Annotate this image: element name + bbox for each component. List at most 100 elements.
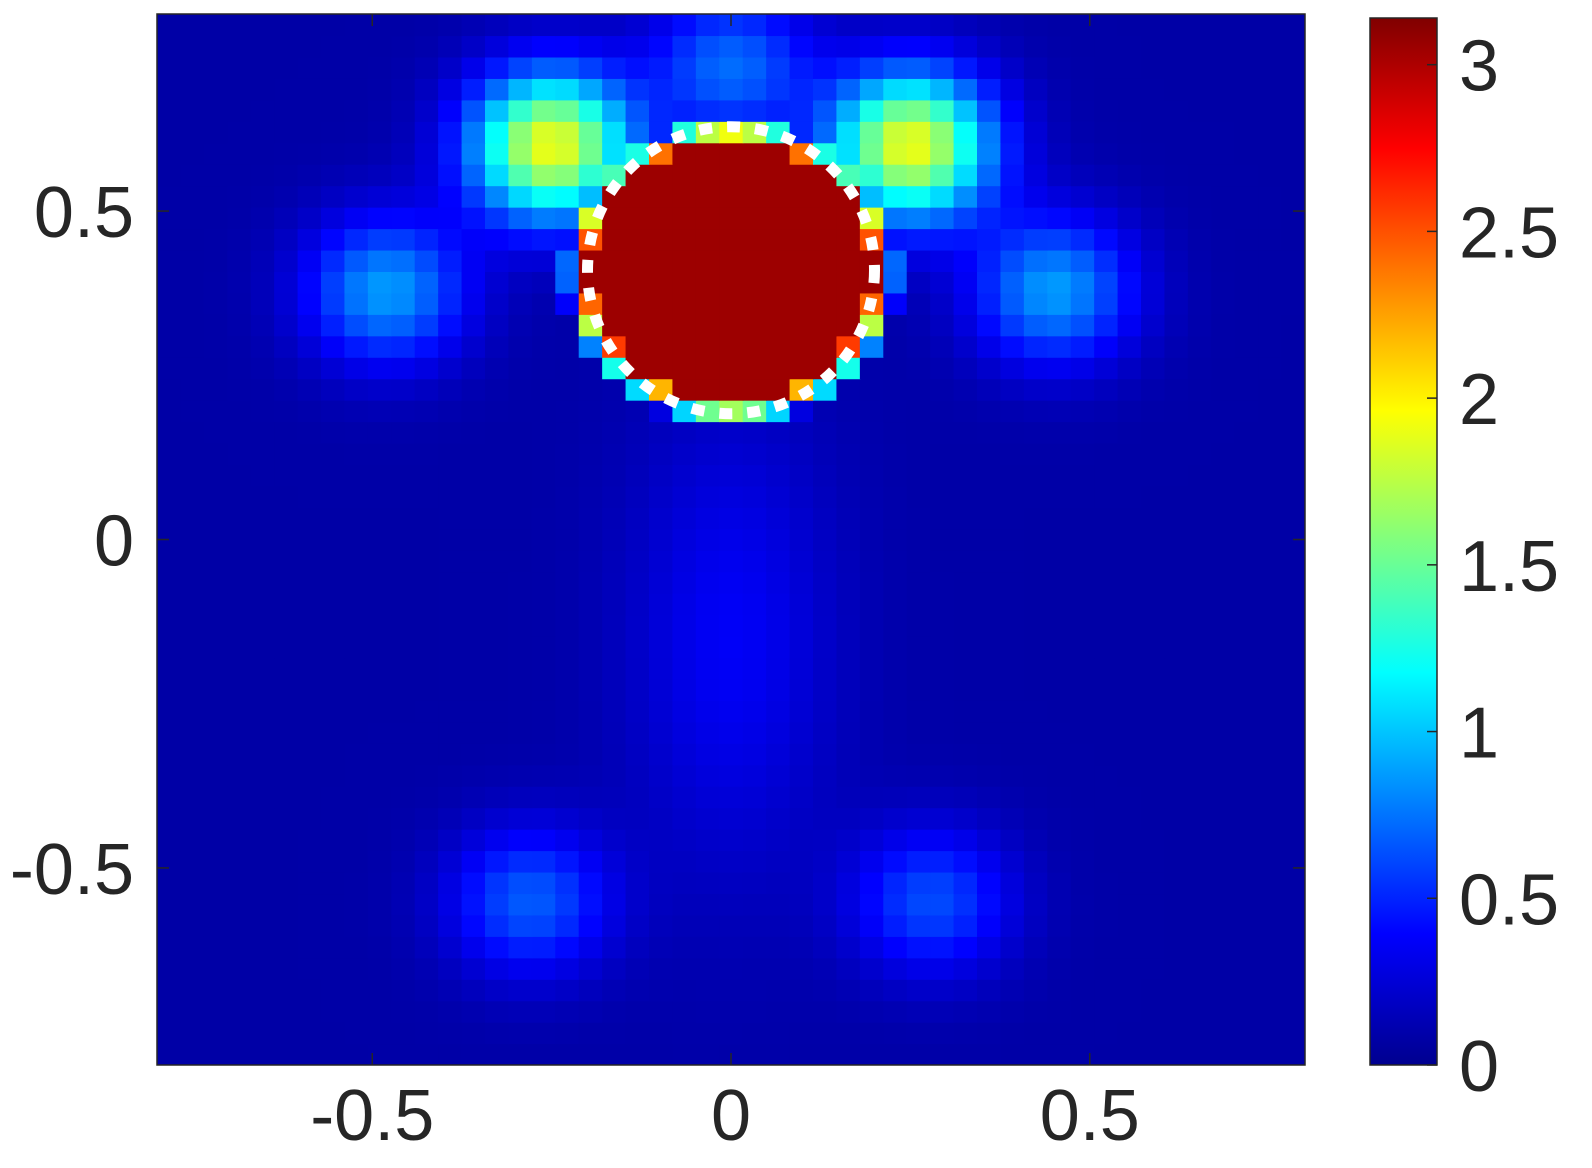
heatmap-cell — [1117, 657, 1142, 680]
heatmap-cell — [859, 636, 884, 659]
heatmap-cell — [274, 678, 299, 701]
heatmap-cell — [672, 678, 697, 701]
heatmap-cell — [1117, 378, 1142, 401]
heatmap-cell — [1281, 550, 1305, 573]
heatmap-cell — [485, 614, 510, 637]
heatmap-cell — [180, 871, 205, 895]
heatmap-cell — [531, 807, 556, 830]
heatmap-cell — [930, 121, 955, 144]
heatmap-cell — [859, 764, 884, 787]
heatmap-cell — [485, 1000, 510, 1023]
heatmap-cell — [602, 357, 627, 380]
heatmap-cell — [274, 636, 299, 659]
heatmap-cell — [836, 164, 861, 187]
heatmap-cell — [1281, 893, 1305, 916]
colorbar-gradient — [1370, 18, 1437, 1065]
heatmap-cell — [297, 807, 322, 830]
heatmap-cell — [1258, 914, 1283, 937]
heatmap-cell — [157, 164, 182, 187]
heatmap-cell — [602, 78, 627, 101]
heatmap-cell — [1070, 614, 1095, 637]
heatmap-cell — [391, 400, 416, 423]
heatmap-cell — [602, 979, 627, 1002]
heatmap-cell — [813, 1000, 838, 1023]
heatmap-cell — [625, 99, 650, 122]
heatmap-cell — [391, 721, 416, 744]
heatmap-cell — [1211, 614, 1236, 637]
heatmap-cell — [344, 271, 369, 294]
heatmap-cell — [1070, 829, 1095, 852]
heatmap-cell — [1094, 700, 1119, 723]
heatmap-cell — [930, 35, 955, 58]
heatmap-cell — [719, 614, 744, 637]
heatmap-cell — [1094, 335, 1119, 358]
heatmap-cell — [391, 142, 416, 165]
heatmap-cell — [625, 1022, 650, 1045]
heatmap-cell — [157, 485, 182, 508]
heatmap-cell — [813, 78, 838, 101]
heatmap-cell — [742, 207, 767, 230]
heatmap-cell — [977, 528, 1002, 551]
heatmap-cell — [672, 228, 697, 251]
heatmap-cell — [883, 14, 908, 37]
heatmap-cell — [742, 185, 767, 208]
heatmap-cell — [203, 485, 228, 508]
heatmap-cell — [695, 850, 720, 873]
heatmap-cell — [859, 700, 884, 723]
heatmap-cell — [766, 164, 791, 187]
heatmap-cell — [391, 378, 416, 401]
heatmap-cell — [977, 936, 1002, 959]
heatmap-cell — [1047, 871, 1072, 895]
heatmap-cell — [1141, 99, 1166, 122]
heatmap-cell — [485, 829, 510, 852]
heatmap-cell — [485, 957, 510, 980]
heatmap-cell — [227, 249, 252, 272]
heatmap-cell — [1141, 378, 1166, 401]
heatmap-cell — [485, 442, 510, 466]
heatmap-cell — [953, 1043, 978, 1065]
heatmap-cell — [1211, 871, 1236, 895]
heatmap-cell — [414, 786, 439, 809]
heatmap-cell — [625, 56, 650, 79]
heatmap-cell — [414, 164, 439, 187]
heatmap-cell — [250, 1043, 275, 1065]
heatmap-cell — [883, 249, 908, 272]
heatmap-cell — [344, 464, 369, 487]
heatmap-cell — [789, 464, 814, 487]
heatmap-cell — [578, 893, 603, 916]
heatmap-cell — [672, 743, 697, 766]
heatmap-cell — [1070, 893, 1095, 916]
heatmap-cell — [977, 743, 1002, 766]
heatmap-cell — [813, 979, 838, 1002]
heatmap-cell — [1234, 335, 1259, 358]
heatmap-cell — [438, 678, 463, 701]
heatmap-cell — [1141, 357, 1166, 380]
heatmap-cell — [672, 764, 697, 787]
heatmap-cell — [297, 1043, 322, 1065]
heatmap-cell — [836, 850, 861, 873]
heatmap-cell — [1117, 400, 1142, 423]
heatmap-cell — [344, 485, 369, 508]
heatmap-cell — [625, 271, 650, 294]
heatmap-cell — [555, 314, 580, 337]
heatmap-cell — [227, 807, 252, 830]
heatmap-cell — [649, 936, 674, 959]
heatmap-cell — [1258, 228, 1283, 251]
heatmap-cell — [508, 421, 533, 444]
heatmap-cell — [859, 550, 884, 573]
heatmap-cell — [485, 1043, 510, 1065]
heatmap-cell — [297, 99, 322, 122]
heatmap-cell — [367, 507, 392, 530]
heatmap-cell — [250, 914, 275, 937]
heatmap-cell — [391, 99, 416, 122]
heatmap-cell — [461, 914, 486, 937]
heatmap-cell — [859, 786, 884, 809]
heatmap-cell — [414, 335, 439, 358]
heatmap-cell — [836, 764, 861, 787]
heatmap-cell — [695, 335, 720, 358]
heatmap-cell — [1211, 721, 1236, 744]
heatmap-cell — [1047, 142, 1072, 165]
heatmap-cell — [508, 743, 533, 766]
heatmap-cell — [1117, 207, 1142, 230]
heatmap-cell — [813, 893, 838, 916]
